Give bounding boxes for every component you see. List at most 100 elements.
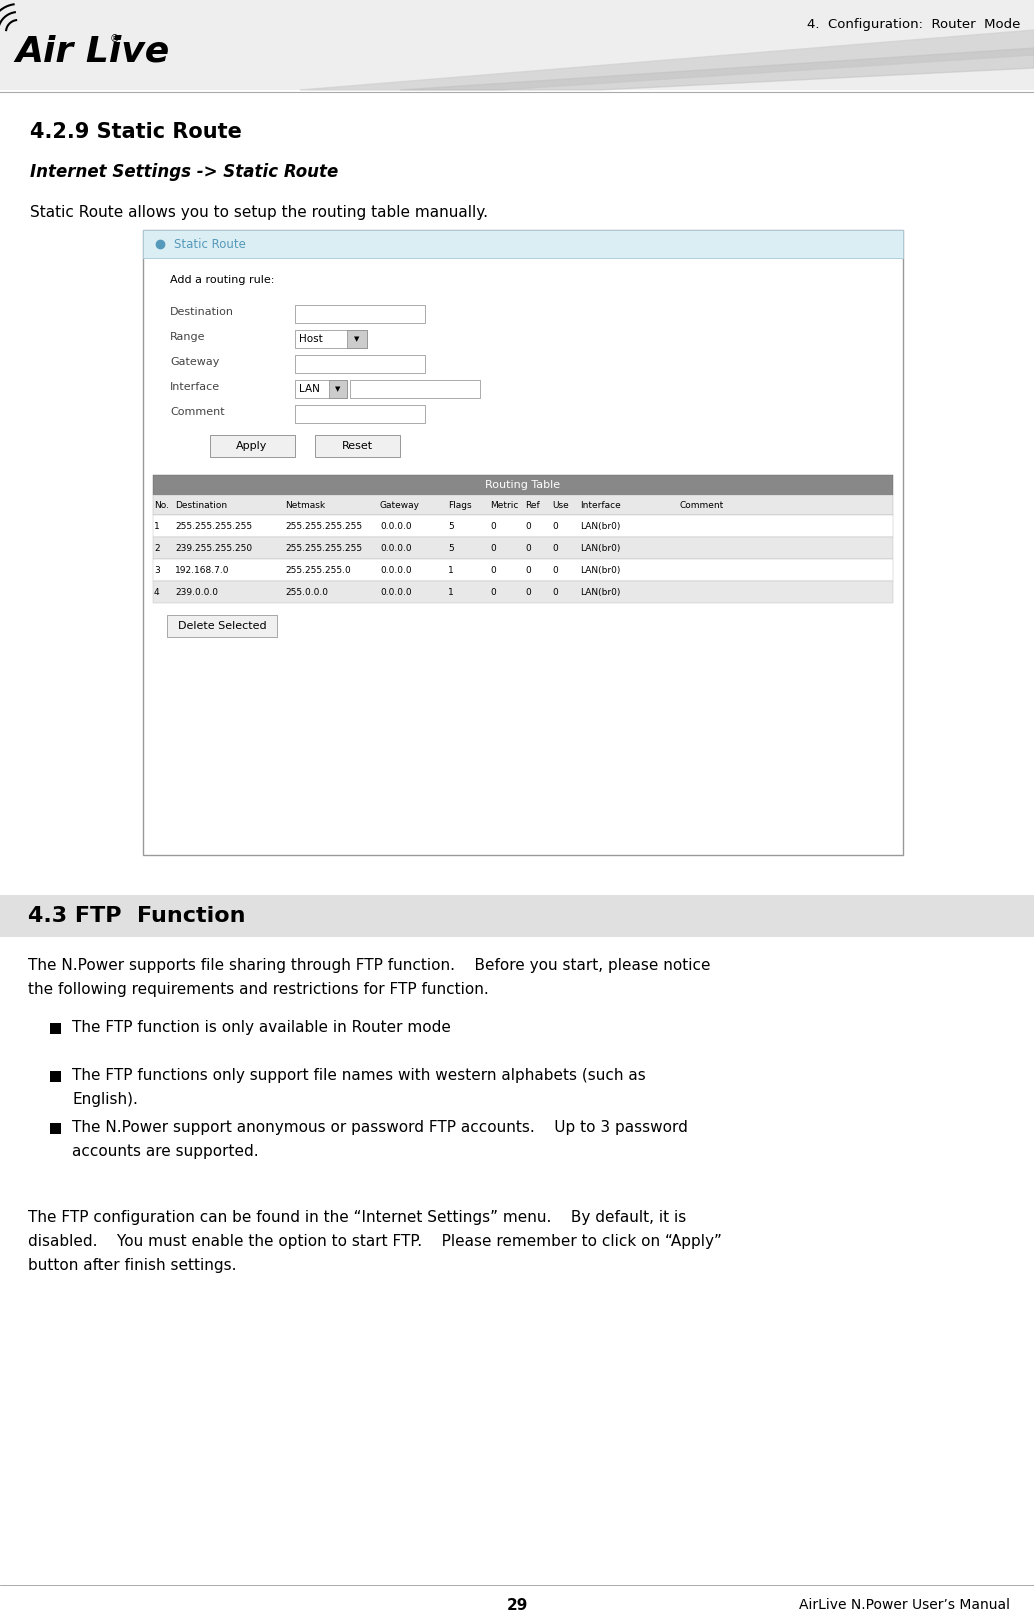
Text: 0: 0 — [490, 565, 495, 575]
Text: the following requirements and restrictions for FTP function.: the following requirements and restricti… — [28, 983, 489, 997]
Text: 1: 1 — [154, 521, 159, 531]
Text: 0: 0 — [490, 521, 495, 531]
Text: The FTP functions only support file names with western alphabets (such as: The FTP functions only support file name… — [72, 1069, 646, 1083]
FancyBboxPatch shape — [315, 436, 400, 457]
FancyBboxPatch shape — [143, 230, 903, 855]
Text: Flags: Flags — [448, 500, 472, 510]
Text: LAN(br0): LAN(br0) — [580, 565, 620, 575]
FancyBboxPatch shape — [50, 1124, 61, 1133]
FancyBboxPatch shape — [153, 559, 893, 581]
Text: 255.255.255.0: 255.255.255.0 — [285, 565, 351, 575]
FancyBboxPatch shape — [153, 474, 893, 495]
Text: 0.0.0.0: 0.0.0.0 — [381, 544, 412, 552]
Text: 4.2.9 Static Route: 4.2.9 Static Route — [30, 121, 242, 142]
Text: The FTP configuration can be found in the “Internet Settings” menu.    By defaul: The FTP configuration can be found in th… — [28, 1209, 687, 1226]
FancyBboxPatch shape — [153, 581, 893, 602]
Text: disabled.    You must enable the option to start FTP.    Please remember to clic: disabled. You must enable the option to … — [28, 1234, 722, 1248]
Text: Reset: Reset — [341, 440, 372, 452]
Text: LAN: LAN — [299, 384, 320, 393]
Text: 2: 2 — [154, 544, 159, 552]
Text: ▼: ▼ — [355, 337, 360, 342]
Text: 3: 3 — [154, 565, 159, 575]
Text: Gateway: Gateway — [170, 358, 219, 368]
Text: The N.Power support anonymous or password FTP accounts.    Up to 3 password: The N.Power support anonymous or passwor… — [72, 1120, 688, 1135]
FancyBboxPatch shape — [295, 304, 425, 324]
FancyBboxPatch shape — [347, 330, 367, 348]
Text: 29: 29 — [507, 1598, 527, 1613]
Text: Comment: Comment — [680, 500, 724, 510]
Text: 239.0.0.0: 239.0.0.0 — [175, 588, 218, 596]
Text: Static Route allows you to setup the routing table manually.: Static Route allows you to setup the rou… — [30, 206, 488, 220]
FancyBboxPatch shape — [153, 495, 893, 515]
FancyBboxPatch shape — [0, 895, 1034, 937]
Text: 255.255.255.255: 255.255.255.255 — [285, 521, 362, 531]
Text: 0: 0 — [552, 521, 557, 531]
Text: 0: 0 — [552, 565, 557, 575]
Text: The FTP function is only available in Router mode: The FTP function is only available in Ro… — [72, 1020, 451, 1035]
Text: The N.Power supports file sharing through FTP function.    Before you start, ple: The N.Power supports file sharing throug… — [28, 958, 710, 973]
Text: button after finish settings.: button after finish settings. — [28, 1258, 237, 1273]
FancyBboxPatch shape — [153, 515, 893, 538]
Text: Destination: Destination — [170, 308, 234, 317]
Text: 4: 4 — [154, 588, 159, 596]
Text: Add a routing rule:: Add a routing rule: — [170, 275, 274, 285]
Text: Interface: Interface — [170, 382, 220, 392]
Text: Comment: Comment — [170, 406, 224, 418]
Text: LAN(br0): LAN(br0) — [580, 544, 620, 552]
FancyBboxPatch shape — [295, 380, 347, 398]
Text: Delete Selected: Delete Selected — [178, 622, 267, 631]
FancyBboxPatch shape — [295, 405, 425, 423]
Text: accounts are supported.: accounts are supported. — [72, 1145, 258, 1159]
Text: Metric: Metric — [490, 500, 518, 510]
FancyBboxPatch shape — [349, 380, 480, 398]
Text: Destination: Destination — [175, 500, 227, 510]
Text: 0: 0 — [490, 544, 495, 552]
Text: 1: 1 — [448, 588, 454, 596]
FancyBboxPatch shape — [50, 1072, 61, 1081]
Text: Gateway: Gateway — [381, 500, 420, 510]
Text: 255.255.255.255: 255.255.255.255 — [175, 521, 252, 531]
Text: 192.168.7.0: 192.168.7.0 — [175, 565, 230, 575]
FancyBboxPatch shape — [50, 1023, 61, 1035]
FancyBboxPatch shape — [168, 615, 277, 636]
Text: 0: 0 — [525, 521, 530, 531]
Text: No.: No. — [154, 500, 169, 510]
FancyBboxPatch shape — [210, 436, 295, 457]
Text: 0: 0 — [525, 588, 530, 596]
Text: 4.  Configuration:  Router  Mode: 4. Configuration: Router Mode — [807, 18, 1020, 31]
Text: ®: ® — [110, 34, 120, 44]
Text: 0: 0 — [490, 588, 495, 596]
Text: ▼: ▼ — [335, 385, 340, 392]
Text: 5: 5 — [448, 544, 454, 552]
Text: Static Route: Static Route — [174, 238, 246, 251]
Polygon shape — [400, 49, 1034, 91]
Text: 5: 5 — [448, 521, 454, 531]
Text: LAN(br0): LAN(br0) — [580, 521, 620, 531]
Text: AirLive N.Power User’s Manual: AirLive N.Power User’s Manual — [799, 1598, 1010, 1613]
FancyBboxPatch shape — [0, 0, 1034, 91]
Text: Range: Range — [170, 332, 206, 342]
Text: LAN(br0): LAN(br0) — [580, 588, 620, 596]
Text: Air Live: Air Live — [16, 36, 170, 70]
Text: Routing Table: Routing Table — [485, 479, 560, 491]
Text: 239.255.255.250: 239.255.255.250 — [175, 544, 252, 552]
Text: Host: Host — [299, 334, 323, 343]
Text: Ref: Ref — [525, 500, 540, 510]
Text: 0.0.0.0: 0.0.0.0 — [381, 521, 412, 531]
Text: Apply: Apply — [237, 440, 268, 452]
Polygon shape — [300, 31, 1034, 91]
Text: 4.3 FTP  Function: 4.3 FTP Function — [28, 907, 245, 926]
Text: 0: 0 — [525, 544, 530, 552]
Text: 0.0.0.0: 0.0.0.0 — [381, 588, 412, 596]
FancyBboxPatch shape — [143, 230, 903, 257]
Text: 1: 1 — [448, 565, 454, 575]
Text: Use: Use — [552, 500, 569, 510]
Text: Interface: Interface — [580, 500, 620, 510]
Text: 255.255.255.255: 255.255.255.255 — [285, 544, 362, 552]
Text: Netmask: Netmask — [285, 500, 325, 510]
Text: 255.0.0.0: 255.0.0.0 — [285, 588, 328, 596]
Text: 0.0.0.0: 0.0.0.0 — [381, 565, 412, 575]
FancyBboxPatch shape — [295, 355, 425, 372]
Text: 0: 0 — [552, 544, 557, 552]
FancyBboxPatch shape — [295, 330, 367, 348]
